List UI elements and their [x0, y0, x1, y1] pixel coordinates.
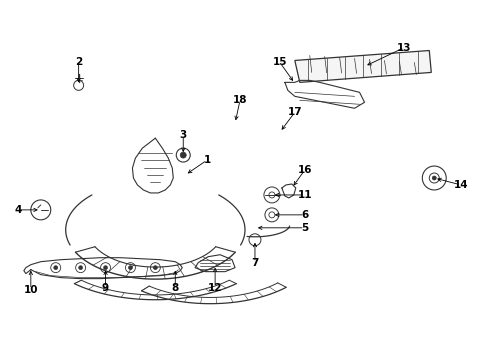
Text: 8: 8 [172, 283, 179, 293]
Text: 2: 2 [75, 58, 82, 67]
Text: 12: 12 [208, 283, 222, 293]
Circle shape [180, 152, 186, 158]
Text: 14: 14 [454, 180, 468, 190]
Text: 11: 11 [297, 190, 312, 200]
Text: 5: 5 [301, 223, 308, 233]
Text: 16: 16 [297, 165, 312, 175]
Circle shape [78, 266, 83, 270]
Text: 15: 15 [272, 58, 287, 67]
Text: 17: 17 [288, 107, 302, 117]
Text: 6: 6 [301, 210, 308, 220]
Circle shape [432, 176, 436, 180]
Text: 1: 1 [203, 155, 211, 165]
Text: 18: 18 [233, 95, 247, 105]
Text: 7: 7 [251, 258, 259, 268]
Text: 13: 13 [397, 42, 412, 53]
Circle shape [103, 266, 107, 270]
Circle shape [153, 266, 157, 270]
Text: 3: 3 [180, 130, 187, 140]
Text: 4: 4 [14, 205, 22, 215]
Text: 10: 10 [24, 284, 38, 294]
Circle shape [54, 266, 58, 270]
Polygon shape [295, 50, 431, 82]
Circle shape [128, 266, 132, 270]
Text: 9: 9 [102, 283, 109, 293]
